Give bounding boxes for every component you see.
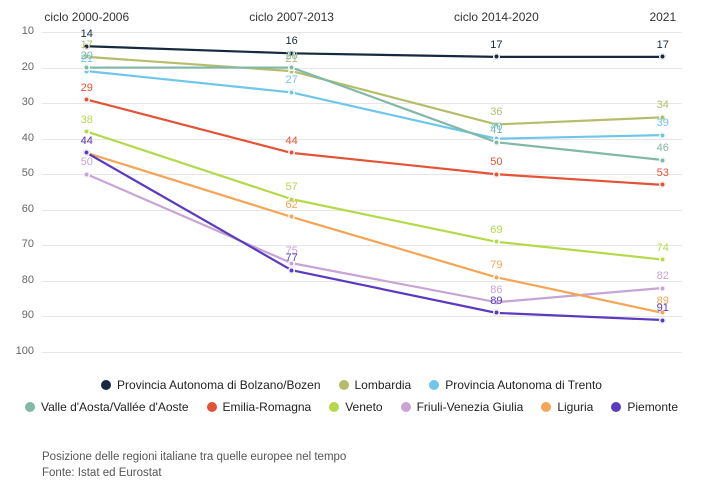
data-label: 91 [657, 302, 669, 314]
data-point [659, 285, 666, 292]
data-point [493, 139, 500, 146]
legend-label: Veneto [345, 400, 382, 414]
legend: Provincia Autonoma di Bolzano/Bozen Lomba… [0, 378, 703, 422]
data-label: 34 [657, 99, 669, 111]
data-label: 27 [285, 74, 297, 86]
data-point [83, 171, 90, 178]
chart-lines [0, 0, 703, 500]
data-label: 50 [490, 156, 502, 168]
series-line [87, 71, 663, 139]
legend-swatch [25, 402, 35, 412]
legend-label: Piemonte [627, 400, 678, 414]
data-label: 20 [285, 50, 297, 62]
legend-item: Veneto [329, 400, 382, 414]
chart-container: 102030405060708090100ciclo 2000-2006cicl… [0, 0, 703, 500]
data-label: 20 [81, 50, 93, 62]
legend-swatch [541, 402, 551, 412]
data-label: 82 [657, 270, 669, 282]
legend-swatch [339, 380, 349, 390]
legend-swatch [401, 402, 411, 412]
data-label: 89 [490, 295, 502, 307]
data-point [493, 171, 500, 178]
data-label: 50 [81, 156, 93, 168]
data-label: 17 [657, 39, 669, 51]
caption-line: Posizione delle regioni italiane tra que… [42, 450, 346, 466]
legend-label: Provincia Autonoma di Bolzano/Bozen [117, 378, 320, 392]
caption: Posizione delle regioni italiane tra que… [42, 450, 346, 481]
data-label: 44 [81, 135, 93, 147]
legend-label: Liguria [557, 400, 593, 414]
data-point [659, 132, 666, 139]
legend-label: Valle d'Aosta/Vallée d'Aoste [41, 400, 189, 414]
legend-item: Provincia Autonoma di Bolzano/Bozen [101, 378, 320, 392]
legend-swatch [329, 402, 339, 412]
legend-swatch [207, 402, 217, 412]
legend-label: Friuli-Venezia Giulia [417, 400, 524, 414]
legend-item: Emilia-Romagna [207, 400, 312, 414]
legend-swatch [429, 380, 439, 390]
data-label: 41 [490, 124, 502, 136]
legend-label: Provincia Autonoma di Trento [445, 378, 602, 392]
data-label: 62 [285, 199, 297, 211]
series-line [87, 100, 663, 185]
data-label: 46 [657, 142, 669, 154]
data-label: 44 [285, 135, 297, 147]
legend-row: Valle d'Aosta/Vallée d'Aoste Emilia-Romag… [0, 400, 703, 414]
legend-item: Provincia Autonoma di Trento [429, 378, 602, 392]
data-label: 39 [657, 117, 669, 129]
legend-label: Lombardia [355, 378, 412, 392]
series-line [87, 174, 663, 302]
data-point [659, 157, 666, 164]
data-label: 57 [285, 181, 297, 193]
legend-label: Emilia-Romagna [223, 400, 312, 414]
series-line [87, 153, 663, 313]
data-label: 74 [657, 242, 669, 254]
data-point [288, 89, 295, 96]
caption-line: Fonte: Istat ed Eurostat [42, 466, 346, 482]
legend-swatch [101, 380, 111, 390]
series-line [87, 46, 663, 57]
data-point [288, 267, 295, 274]
data-label: 17 [490, 39, 502, 51]
data-label: 53 [657, 167, 669, 179]
series-line [87, 68, 663, 160]
legend-item: Piemonte [611, 400, 678, 414]
data-label: 36 [490, 106, 502, 118]
legend-swatch [611, 402, 621, 412]
data-label: 38 [81, 114, 93, 126]
legend-item: Liguria [541, 400, 593, 414]
legend-item: Lombardia [339, 378, 412, 392]
data-label: 79 [490, 259, 502, 271]
legend-item: Friuli-Venezia Giulia [401, 400, 524, 414]
legend-row: Provincia Autonoma di Bolzano/Bozen Lomba… [0, 378, 703, 392]
legend-item: Valle d'Aosta/Vallée d'Aoste [25, 400, 189, 414]
data-point [493, 274, 500, 281]
data-label: 69 [490, 224, 502, 236]
data-label: 16 [285, 35, 297, 47]
data-label: 77 [285, 252, 297, 264]
data-point [659, 317, 666, 324]
data-label: 29 [81, 82, 93, 94]
